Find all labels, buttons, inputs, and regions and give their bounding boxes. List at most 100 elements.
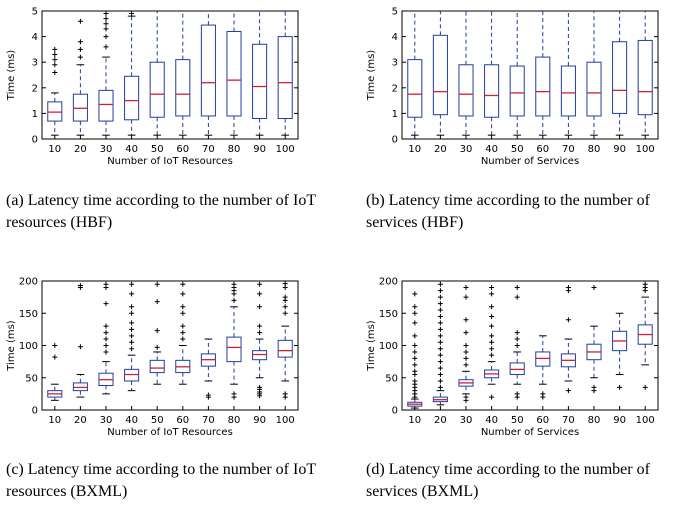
x-tick-label: 30 (100, 144, 113, 155)
y-tick-label: 100 (19, 341, 38, 352)
outlier-marker (591, 384, 597, 390)
outlier-marker (129, 320, 135, 326)
outlier-marker (437, 333, 443, 339)
box-40 (484, 284, 500, 400)
x-tick-label: 10 (48, 415, 61, 426)
outlier-marker (463, 330, 469, 336)
outlier-marker (52, 57, 58, 63)
box-body (252, 43, 268, 120)
chart-a: 0 1 2 3 4 5 10 20 30 40 50 60 70 80 90 100 Number of IoT… (6, 7, 299, 167)
x-tick-label: 20 (74, 144, 87, 155)
outlier-marker (180, 310, 186, 316)
outlier-marker (282, 294, 288, 300)
box-70 (560, 11, 576, 136)
box-body (458, 64, 474, 117)
outlier-marker (257, 291, 263, 297)
box-60 (535, 11, 551, 136)
outlier-marker (103, 44, 109, 50)
box-50 (149, 11, 165, 136)
box-70 (200, 11, 216, 136)
outlier-marker (103, 26, 109, 32)
box-40 (124, 281, 140, 392)
box-80 (586, 11, 602, 136)
box-60 (175, 11, 191, 136)
y-tick-label: 150 (379, 309, 398, 320)
outlier-marker (231, 297, 237, 303)
outlier-marker (257, 304, 263, 310)
x-tick-label: 50 (511, 415, 524, 426)
caption-c: (c) Latency time according to the number… (6, 461, 316, 500)
outlier-marker (103, 281, 109, 287)
outlier-marker (463, 349, 469, 355)
outlier-marker (129, 326, 135, 332)
outlier-marker (129, 291, 135, 297)
outlier-marker (129, 346, 135, 352)
outlier-marker (437, 294, 443, 300)
x-tick-label: 50 (151, 415, 164, 426)
outlier-marker (231, 391, 237, 397)
x-tick-label: 40 (485, 415, 498, 426)
chart-c: 0 50 100 150 200 10 20 30 40 50 60 70 80 90 100 Number … (6, 277, 299, 438)
box-body (484, 64, 500, 118)
outlier-marker (412, 320, 418, 326)
outlier-marker (514, 294, 520, 300)
x-tick-label: 20 (74, 415, 87, 426)
outlier-marker (205, 392, 211, 398)
outlier-marker (103, 323, 109, 329)
outlier-marker (154, 299, 160, 305)
x-tick-label: 10 (408, 144, 421, 155)
box-body (226, 30, 242, 117)
box-100 (277, 11, 293, 136)
outlier-marker (489, 291, 495, 297)
x-tick-label: 90 (613, 415, 626, 426)
outlier-marker (154, 344, 160, 350)
x-tick-label: 30 (100, 415, 113, 426)
outlier-marker (77, 54, 83, 60)
x-tick-label: 40 (125, 144, 138, 155)
y-axis-label: Time (ms) (366, 50, 377, 102)
y-tick-label: 2 (32, 83, 38, 94)
caption-a: (a) Latency time according to the number… (6, 192, 316, 231)
box-body (637, 39, 653, 116)
box-body (407, 59, 423, 118)
outlier-marker (154, 281, 160, 287)
outlier-marker (437, 281, 443, 287)
y-tick-label: 50 (385, 373, 398, 384)
outlier-marker (180, 291, 186, 297)
outlier-marker (489, 313, 495, 319)
x-tick-label: 40 (125, 415, 138, 426)
outlier-marker (129, 333, 135, 339)
box-10 (47, 46, 63, 136)
outlier-marker (437, 313, 443, 319)
outlier-marker (514, 336, 520, 342)
y-tick-label: 0 (392, 406, 398, 417)
plot-frame (41, 10, 299, 140)
outlier-marker (412, 343, 418, 348)
outlier-marker (489, 394, 495, 400)
x-tick-label: 60 (536, 144, 549, 155)
outlier-marker (129, 11, 135, 17)
y-tick-label: 50 (25, 373, 38, 384)
outlier-marker (489, 352, 495, 358)
box-30 (458, 11, 474, 136)
y-tick-label: 1 (392, 109, 398, 120)
outlier-marker (103, 343, 109, 348)
box-70 (560, 284, 576, 394)
y-tick-label: 1 (32, 109, 38, 120)
outlier-marker (103, 301, 109, 307)
outlier-marker (642, 281, 648, 287)
outlier-marker (77, 283, 83, 289)
outlier-marker (154, 328, 160, 334)
y-tick-label: 3 (32, 58, 38, 69)
outlier-marker (437, 359, 443, 365)
outlier-marker (412, 304, 418, 310)
plot-frame (401, 10, 659, 140)
box-body (586, 61, 602, 117)
outlier-marker (437, 301, 443, 307)
outlier-marker (437, 352, 443, 358)
outlier-marker (103, 330, 109, 336)
outlier-marker (642, 384, 648, 390)
outlier-marker (412, 355, 418, 361)
box-70 (200, 338, 216, 400)
x-axis-label: Number of Services (481, 427, 579, 438)
